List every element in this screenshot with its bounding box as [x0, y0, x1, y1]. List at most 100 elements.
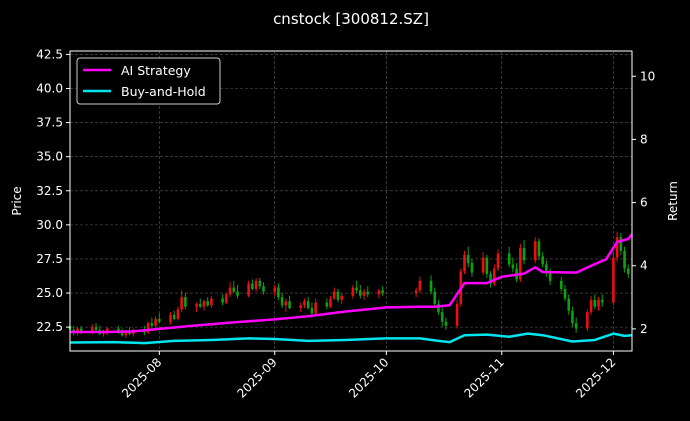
candle — [251, 279, 254, 291]
y-tick-label: 30.0 — [36, 218, 63, 232]
y2-tick-label: 8 — [640, 132, 648, 146]
candle-body — [236, 291, 239, 296]
candle-body — [314, 302, 317, 314]
candle — [184, 293, 187, 310]
candle — [466, 246, 470, 268]
grid — [70, 51, 632, 351]
candle-body — [146, 323, 150, 333]
candle-body — [91, 327, 94, 332]
candle-body — [158, 318, 161, 322]
candle — [444, 317, 448, 330]
candle — [254, 278, 258, 292]
candle-body — [221, 298, 224, 303]
candle-body — [619, 237, 623, 251]
candle-body — [124, 331, 128, 336]
candle-body — [429, 280, 433, 292]
candle — [470, 258, 474, 277]
y2-tick-label: 2 — [640, 322, 648, 336]
candle — [332, 287, 336, 300]
candle — [366, 286, 370, 298]
candle-body — [541, 256, 544, 265]
candle-body — [79, 328, 83, 332]
candle — [619, 233, 623, 255]
candle-body — [195, 303, 198, 307]
candle-body — [303, 301, 306, 306]
candle — [533, 237, 537, 264]
candle — [440, 306, 444, 328]
candle — [496, 249, 500, 272]
y-tick-label: 27.5 — [36, 252, 63, 266]
candle — [574, 317, 578, 333]
candle — [481, 252, 485, 276]
candle-body — [366, 291, 370, 295]
candle — [288, 295, 291, 310]
candle-body — [597, 299, 600, 307]
y2-tick-label: 6 — [640, 196, 648, 210]
candle-body — [481, 257, 485, 273]
candle-body — [76, 328, 79, 333]
candle-body — [232, 287, 236, 292]
candle-body — [228, 287, 232, 295]
candle — [429, 275, 433, 295]
y-tick-label: 40.0 — [36, 82, 63, 96]
candle — [362, 288, 366, 300]
candle — [172, 310, 176, 321]
candle-body — [377, 290, 381, 295]
y-tick-label: 25.0 — [36, 286, 63, 300]
chart-title: cnstock [300812.SZ] — [273, 10, 429, 28]
candle-body — [612, 257, 615, 303]
candle-body — [355, 287, 358, 291]
candle-body — [463, 254, 466, 272]
candle-body — [418, 280, 422, 291]
candle-body — [172, 314, 176, 319]
candle — [586, 309, 589, 332]
candle — [559, 276, 563, 292]
candle — [273, 284, 277, 296]
candle — [485, 254, 489, 279]
candle-body — [466, 254, 470, 264]
candle-body — [414, 290, 418, 294]
candle — [158, 313, 161, 324]
candle — [146, 321, 150, 334]
candle-body — [489, 273, 492, 284]
candle — [225, 293, 228, 304]
candle — [615, 231, 619, 262]
candle — [228, 282, 232, 298]
candle-body — [340, 295, 343, 300]
candle — [589, 295, 593, 315]
candle-body — [284, 301, 288, 306]
y-axis-price: 22.5 25.0 27.5 30.0 32.5 35.0 37.5 40.0 42.5 — [36, 47, 70, 334]
y-tick-label: 35.0 — [36, 150, 63, 164]
candle-body — [574, 323, 578, 329]
candle — [210, 295, 213, 309]
candle-body — [507, 253, 511, 265]
candle — [492, 264, 496, 287]
legend: AI Strategy Buy-and-Hold — [76, 57, 221, 105]
candle — [329, 295, 332, 309]
candle — [169, 312, 172, 325]
legend-box — [76, 57, 221, 105]
candle-body — [288, 301, 291, 309]
candle — [198, 298, 202, 309]
candle — [522, 239, 526, 265]
candle-body — [548, 272, 552, 281]
y-tick-label: 42.5 — [36, 47, 63, 61]
candle-body — [176, 309, 180, 319]
candle-body — [247, 283, 250, 296]
candle-body — [184, 297, 187, 307]
candle-body — [589, 299, 593, 313]
candle-body — [336, 291, 340, 300]
candle-body — [533, 241, 537, 261]
candle — [232, 280, 236, 294]
candle — [284, 298, 288, 313]
candle-body — [559, 280, 563, 289]
candle — [381, 286, 384, 296]
legend-label-ai-strategy: AI Strategy — [121, 63, 191, 78]
candle-body — [600, 299, 604, 303]
y2-tick-label: 4 — [640, 259, 648, 273]
y2-tick-label: 10 — [640, 69, 655, 83]
candle-body — [545, 264, 548, 273]
candle — [359, 284, 362, 299]
candle-body — [251, 283, 254, 289]
candle — [612, 252, 615, 306]
